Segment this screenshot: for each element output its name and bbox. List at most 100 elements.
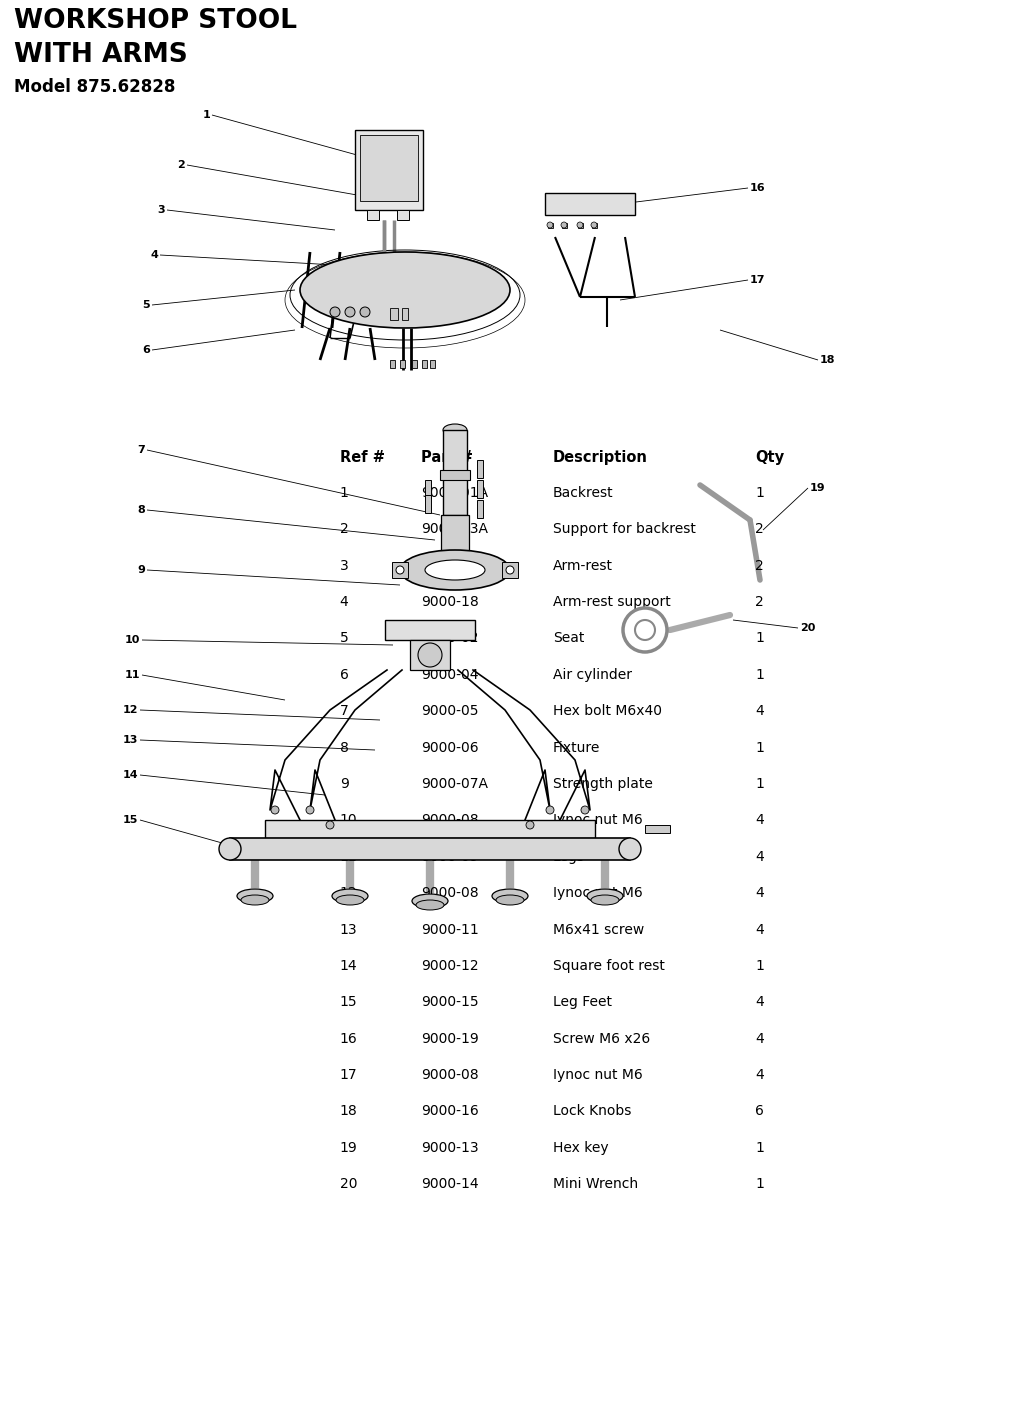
Text: Ref #: Ref # [340, 450, 384, 465]
Text: 9000-19: 9000-19 [421, 1032, 479, 1046]
Text: 4: 4 [340, 595, 349, 609]
Ellipse shape [425, 559, 485, 579]
Ellipse shape [332, 889, 368, 903]
Bar [477, 479, 483, 498]
Text: 6: 6 [340, 668, 349, 682]
Text: 1: 1 [755, 741, 765, 755]
Text: Model 875.62828: Model 875.62828 [14, 78, 175, 96]
Text: 7: 7 [340, 705, 349, 718]
Circle shape [581, 806, 589, 813]
Text: 16: 16 [750, 183, 766, 193]
Circle shape [330, 307, 340, 317]
Ellipse shape [300, 253, 510, 328]
Text: 8: 8 [137, 505, 145, 515]
Text: Lock Knobs: Lock Knobs [553, 1104, 631, 1119]
Circle shape [360, 307, 370, 317]
Text: Qty: Qty [755, 450, 785, 465]
Bar [562, 223, 567, 228]
Text: Strength plate: Strength plate [553, 778, 652, 791]
Text: Iynoc nut M6: Iynoc nut M6 [553, 1067, 643, 1082]
Text: 7: 7 [137, 445, 145, 455]
Ellipse shape [241, 895, 269, 905]
Text: 11: 11 [125, 671, 140, 681]
Circle shape [526, 821, 534, 829]
Bar [360, 136, 418, 201]
Text: 2: 2 [755, 595, 765, 609]
Circle shape [591, 223, 597, 228]
Bar [310, 283, 370, 297]
Text: 9000-03A: 9000-03A [421, 522, 488, 537]
Bar [385, 619, 475, 639]
Bar [402, 308, 408, 320]
Text: 4: 4 [755, 1067, 765, 1082]
Bar [441, 515, 469, 559]
Text: 20: 20 [340, 1177, 357, 1192]
Text: 10: 10 [125, 635, 140, 645]
Bar [410, 639, 450, 671]
Text: 6: 6 [142, 345, 150, 355]
Text: 1: 1 [755, 485, 765, 499]
Ellipse shape [400, 549, 510, 589]
Text: Legs: Legs [553, 850, 585, 863]
Text: Hex bolt M6x40: Hex bolt M6x40 [553, 705, 661, 718]
Text: 9000-08: 9000-08 [421, 886, 479, 900]
Text: 9000-12: 9000-12 [421, 959, 479, 973]
Text: Part #: Part # [421, 450, 473, 465]
Bar [425, 479, 431, 498]
Text: 1: 1 [202, 110, 210, 120]
Bar [430, 360, 435, 368]
Text: M6x41 screw: M6x41 screw [553, 922, 644, 936]
Text: 9000-02: 9000-02 [421, 631, 479, 645]
Text: 2: 2 [755, 558, 765, 572]
Text: 9000-04: 9000-04 [421, 668, 479, 682]
Text: 9000-08: 9000-08 [421, 813, 479, 828]
Bar [392, 562, 408, 578]
Text: 9000-05: 9000-05 [421, 705, 479, 718]
Text: 19: 19 [810, 482, 825, 492]
Text: 9: 9 [340, 778, 349, 791]
Bar [477, 499, 483, 518]
Text: 18: 18 [340, 1104, 358, 1119]
Text: 9000-17: 9000-17 [421, 558, 479, 572]
Text: 2: 2 [340, 522, 349, 537]
Text: 1: 1 [340, 485, 349, 499]
Text: Square foot rest: Square foot rest [553, 959, 664, 973]
Text: WORKSHOP STOOL: WORKSHOP STOOL [14, 9, 297, 34]
Text: 9000-14: 9000-14 [421, 1177, 479, 1192]
Bar [477, 459, 483, 478]
Text: Air cylinder: Air cylinder [553, 668, 632, 682]
Text: Arm-rest support: Arm-rest support [553, 595, 670, 609]
Text: 5: 5 [340, 631, 349, 645]
Text: 14: 14 [123, 771, 138, 781]
Circle shape [577, 223, 583, 228]
Text: 4: 4 [150, 250, 158, 260]
Text: 9000-09: 9000-09 [421, 850, 479, 863]
Text: 14: 14 [340, 959, 357, 973]
Ellipse shape [219, 838, 241, 860]
Text: Iynoc nut M6: Iynoc nut M6 [553, 886, 643, 900]
Text: 6: 6 [755, 1104, 765, 1119]
Bar [545, 193, 635, 215]
Bar [397, 210, 409, 220]
Text: Leg Feet: Leg Feet [553, 996, 611, 1009]
Text: 4: 4 [755, 705, 765, 718]
Ellipse shape [492, 889, 528, 903]
Text: 9000-07A: 9000-07A [421, 778, 488, 791]
Ellipse shape [587, 889, 623, 903]
Text: Hex key: Hex key [553, 1142, 608, 1154]
Text: 10: 10 [340, 813, 357, 828]
Text: 8: 8 [340, 741, 349, 755]
Text: Description: Description [553, 450, 648, 465]
Bar [502, 562, 518, 578]
Bar [592, 223, 597, 228]
Text: 18: 18 [820, 355, 836, 365]
Text: 9000-06: 9000-06 [421, 741, 479, 755]
Text: 13: 13 [340, 922, 357, 936]
Ellipse shape [496, 895, 524, 905]
Text: 9000-08: 9000-08 [421, 1067, 479, 1082]
Text: 12: 12 [340, 886, 357, 900]
Text: 4: 4 [755, 1032, 765, 1046]
Text: Support for backrest: Support for backrest [553, 522, 696, 537]
Circle shape [547, 223, 553, 228]
Text: 11: 11 [340, 850, 358, 863]
